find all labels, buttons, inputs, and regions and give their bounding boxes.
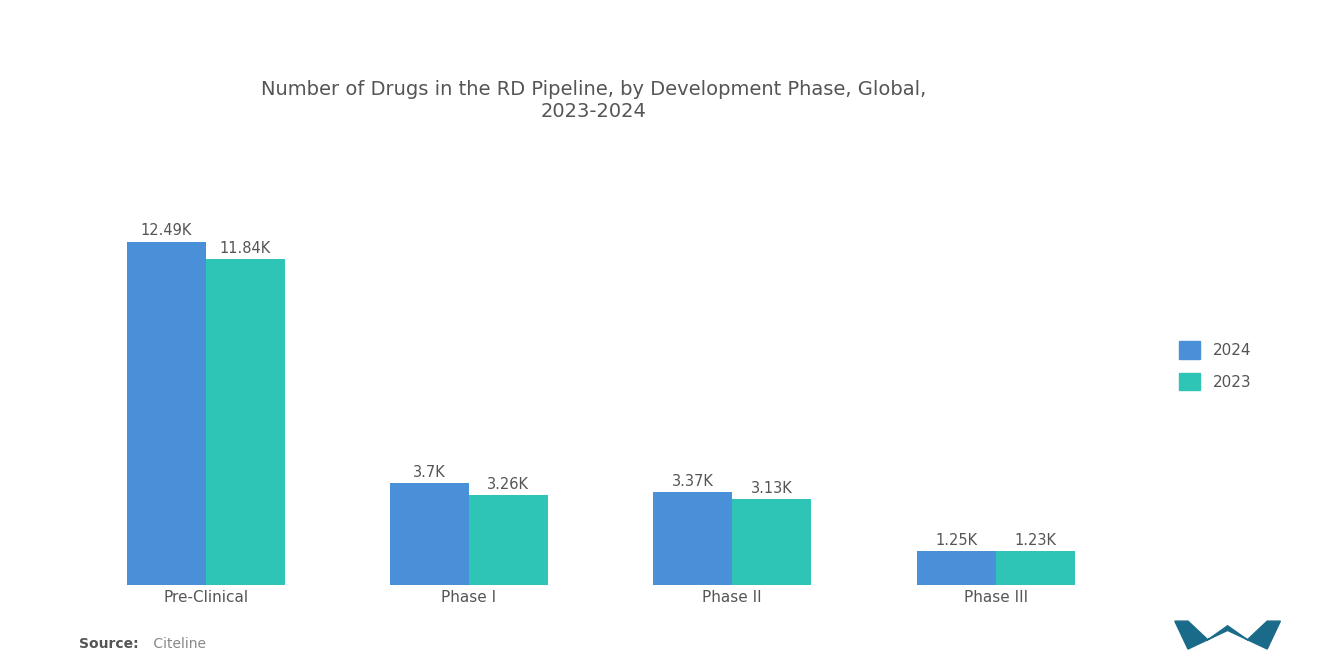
Polygon shape bbox=[1175, 621, 1280, 649]
Bar bbox=[733, 499, 812, 585]
Bar bbox=[389, 483, 469, 585]
Text: 3.13K: 3.13K bbox=[751, 481, 792, 496]
Text: 3.26K: 3.26K bbox=[487, 477, 529, 492]
Text: Source:: Source: bbox=[79, 637, 139, 652]
Bar bbox=[127, 241, 206, 585]
Legend: 2024, 2023: 2024, 2023 bbox=[1171, 334, 1259, 398]
Bar bbox=[469, 495, 548, 585]
Bar bbox=[995, 551, 1074, 585]
Bar bbox=[206, 259, 285, 585]
Text: 1.25K: 1.25K bbox=[935, 533, 977, 547]
Text: 11.84K: 11.84K bbox=[219, 241, 271, 256]
Text: 3.37K: 3.37K bbox=[672, 474, 714, 489]
Bar bbox=[916, 551, 995, 585]
Bar bbox=[653, 493, 733, 585]
Text: Number of Drugs in the RD Pipeline, by Development Phase, Global,
2023-2024: Number of Drugs in the RD Pipeline, by D… bbox=[261, 80, 927, 121]
Text: 12.49K: 12.49K bbox=[140, 223, 191, 238]
Text: 3.7K: 3.7K bbox=[413, 465, 446, 480]
Text: Citeline: Citeline bbox=[149, 637, 206, 652]
Text: 1.23K: 1.23K bbox=[1014, 533, 1056, 548]
